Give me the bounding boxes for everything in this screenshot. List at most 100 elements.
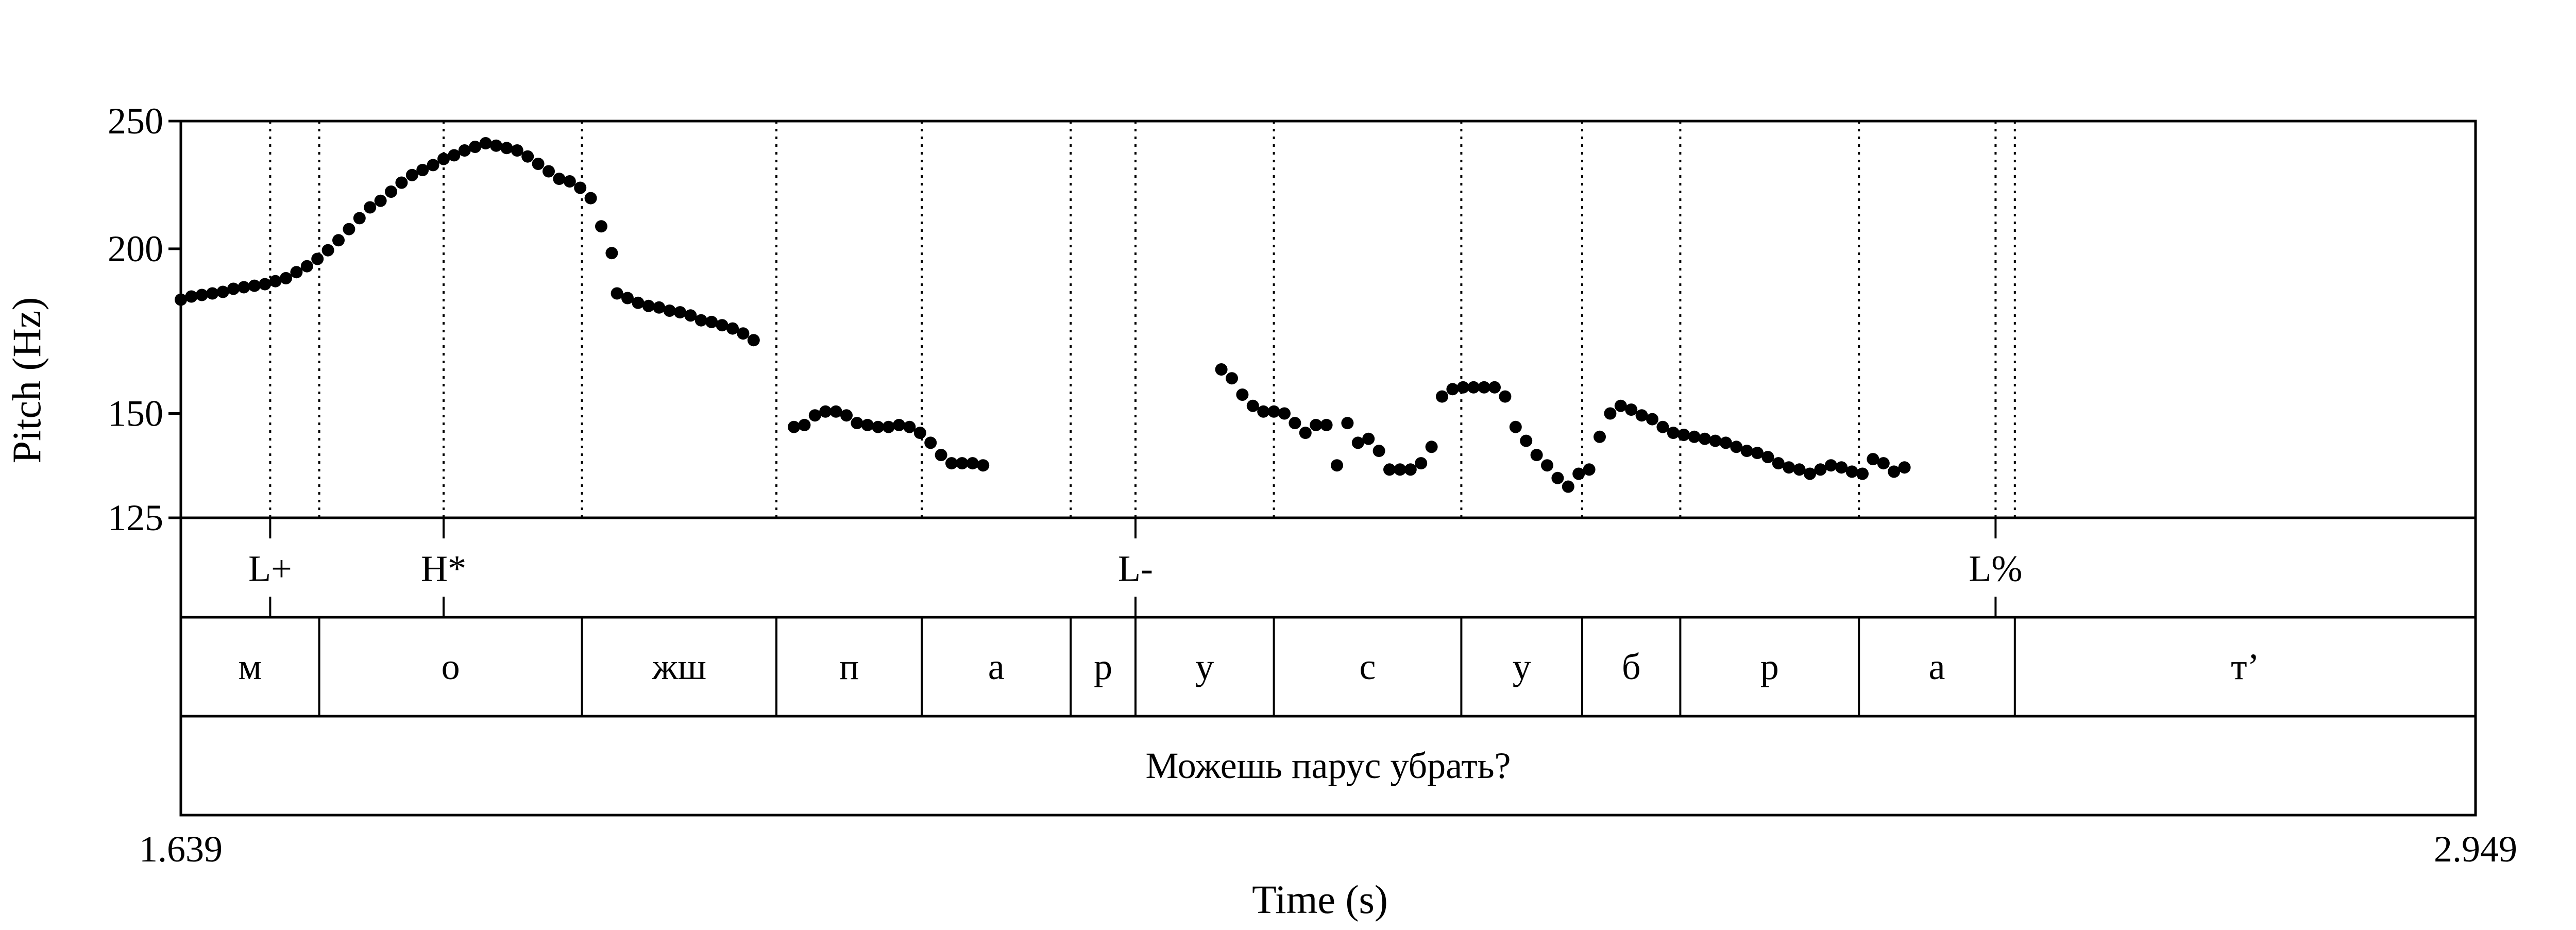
pitch-point [311, 252, 324, 265]
pitch-point [1478, 381, 1490, 394]
segment-label: жш [652, 646, 706, 687]
pitch-point [1835, 461, 1848, 474]
x-axis-label: Time (s) [1252, 877, 1388, 922]
pitch-point [1814, 463, 1827, 476]
pitch-point [216, 285, 229, 298]
pitch-point [1320, 418, 1333, 431]
pitch-point [1278, 407, 1291, 420]
pitch-point [1646, 413, 1658, 426]
pitch-point [479, 137, 492, 149]
pitch-point [605, 247, 618, 260]
pitch-point [437, 153, 450, 165]
pitch-point [1226, 372, 1238, 385]
pitch-point [395, 176, 408, 189]
pitch-point [574, 181, 587, 194]
pitch-point [829, 405, 842, 418]
pitch-point [726, 322, 739, 335]
pitch-point [705, 315, 718, 328]
pitch-point [674, 306, 686, 319]
pitch-point [956, 457, 969, 470]
y-tick-label: 125 [108, 497, 163, 538]
pitch-point [1530, 449, 1543, 462]
pitch-point [385, 185, 397, 198]
segment-label: у [1513, 646, 1531, 687]
pitch-point [1257, 405, 1270, 418]
pitch-points [175, 137, 1911, 493]
pitch-point [1425, 441, 1438, 453]
pitch-point [1394, 463, 1406, 476]
pitch-point [1289, 417, 1301, 430]
pitch-point [1761, 451, 1774, 464]
pitch-point [458, 144, 471, 157]
utterance-label: Можешь парус убрать? [1146, 745, 1511, 786]
pitch-point [500, 142, 513, 155]
pitch-point [521, 150, 534, 163]
pitch-point [903, 420, 916, 433]
pitch-point [343, 223, 355, 235]
pitch-point [1541, 459, 1553, 472]
pitch-point [416, 164, 429, 176]
outer-frame [179, 120, 2477, 817]
x-tick-label-end: 2.949 [2434, 828, 2517, 870]
pitch-point [1415, 457, 1428, 470]
pitch-point [851, 417, 863, 430]
pitch-point [694, 314, 707, 327]
pitch-point [737, 327, 750, 340]
pitch-point [280, 272, 292, 284]
pitch-point [966, 457, 979, 470]
pitch-point [663, 305, 676, 317]
pitch-point [1688, 430, 1701, 443]
pitch-point [1362, 432, 1375, 445]
pitch-point [427, 159, 439, 172]
y-axis-ticks: 250 200 150 125 [108, 100, 181, 538]
pitch-point [1520, 434, 1533, 447]
pitch-point [1488, 381, 1501, 394]
pitch-point [1331, 459, 1343, 472]
pitch-point [511, 144, 523, 157]
pitch-point [611, 287, 623, 300]
pitch-point [1446, 383, 1459, 396]
pitch-point [1699, 432, 1711, 445]
pitch-point [584, 192, 597, 205]
pitch-point [1625, 403, 1638, 416]
pitch-point [1583, 463, 1596, 476]
pitch-point [1845, 465, 1858, 478]
pitch-point [1236, 388, 1249, 401]
segment-label: п [839, 646, 859, 687]
annotation-tiers: L+ H* L- L% м о жш п а р у с у б р а т’ Можешь парус убра… [239, 518, 2260, 786]
pitch-point [1341, 417, 1354, 430]
pitch-point [595, 220, 607, 233]
pitch-point [1614, 399, 1627, 412]
pitch-point [684, 309, 697, 322]
pitch-point [227, 282, 240, 295]
pitch-point [1246, 399, 1259, 412]
segment-label: а [1929, 646, 1945, 687]
pitch-point [321, 244, 334, 257]
pitch-point [913, 427, 926, 439]
pitch-point [1404, 463, 1417, 476]
pitch-point [1898, 461, 1911, 474]
pitch-point [290, 266, 303, 279]
pitch-point [374, 194, 387, 207]
pitch-point [642, 299, 655, 312]
pitch-point [1667, 427, 1680, 439]
pitch-point [798, 418, 811, 431]
pitch-point [1824, 459, 1837, 472]
pitch-point [747, 334, 760, 347]
pitch-point [1436, 390, 1448, 403]
y-tick-label: 250 [108, 100, 163, 142]
pitch-point [632, 296, 645, 309]
pitch-point [808, 409, 821, 422]
pitch-point [248, 279, 261, 292]
tone-label: L% [1969, 548, 2022, 589]
pitch-point [1467, 381, 1480, 394]
pitch-point [206, 287, 219, 300]
tone-label: L- [1118, 548, 1153, 589]
pitch-point [1456, 381, 1469, 394]
pitch-point [1783, 461, 1795, 474]
y-tick-label: 150 [108, 393, 163, 434]
pitch-point [1740, 445, 1753, 458]
segment-guides [269, 121, 2016, 518]
pitch-point [1888, 465, 1901, 478]
